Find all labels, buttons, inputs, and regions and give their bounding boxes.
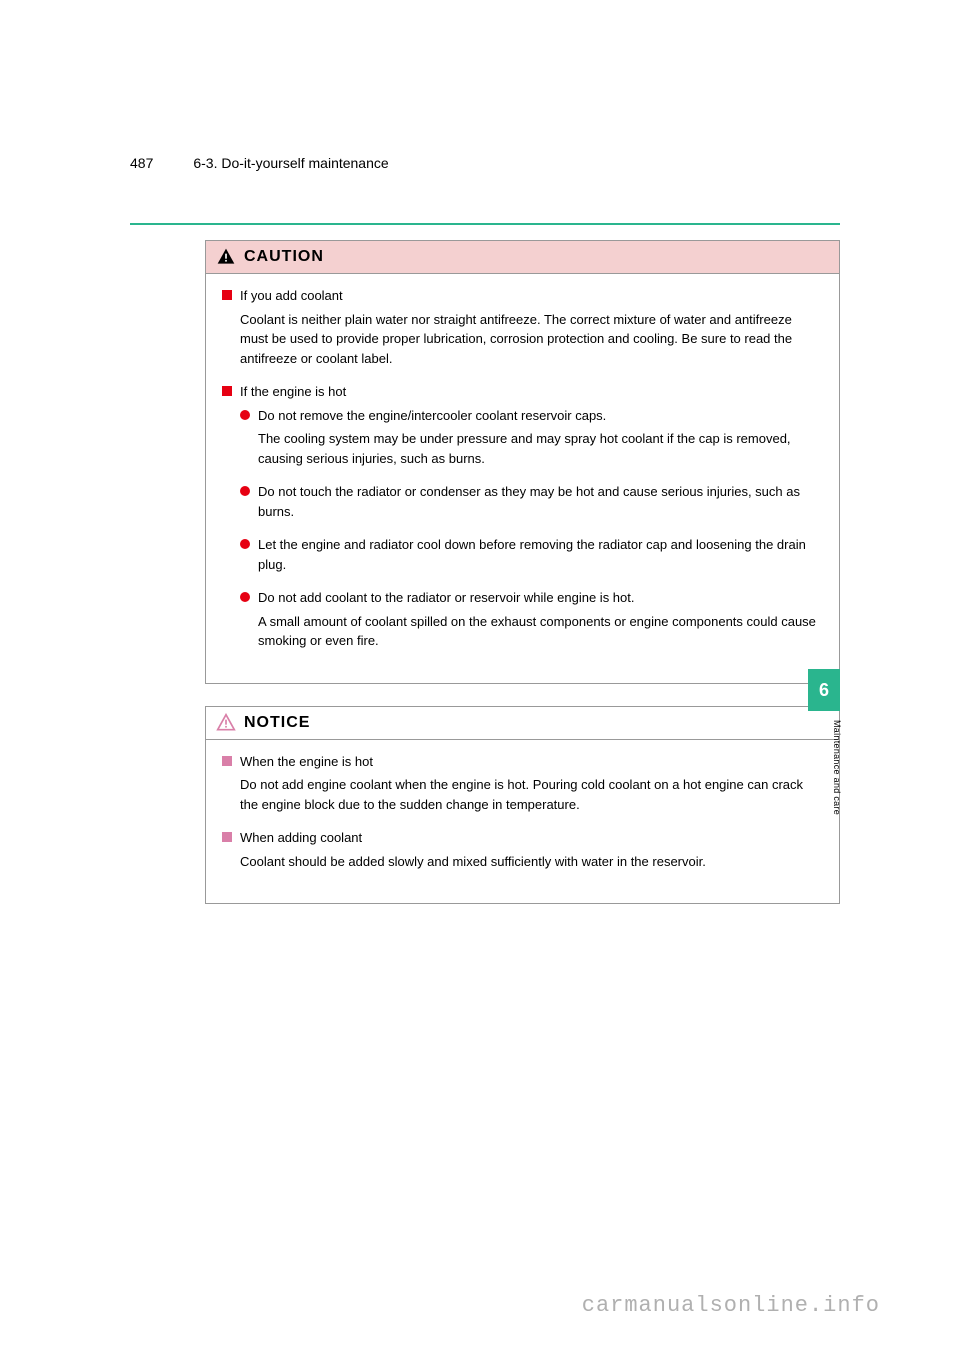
bullet-item-1: Do not remove the engine/intercooler coo…	[240, 406, 823, 426]
notice-box: NOTICE When the engine is hot Do not add…	[205, 706, 840, 905]
caution-box: CAUTION If you add coolant Coolant is ne…	[205, 240, 840, 684]
caution-section-1: If you add coolant	[222, 286, 823, 306]
notice-header: NOTICE	[206, 707, 839, 740]
caution-body: If you add coolant Coolant is neither pl…	[206, 274, 839, 683]
pink-square-marker	[222, 756, 232, 766]
caution-section-2: If the engine is hot	[222, 382, 823, 402]
red-circle-marker	[240, 539, 250, 549]
bullet-4-subtext: A small amount of coolant spilled on the…	[258, 612, 823, 651]
chapter-tab: 6	[808, 669, 840, 711]
warning-triangle-icon	[216, 247, 236, 267]
caution-header: CAUTION	[206, 241, 839, 274]
header-divider	[130, 223, 840, 225]
notice-section-1-title: When the engine is hot	[240, 752, 373, 772]
chapter-label: Maintenance and care	[832, 720, 842, 815]
red-circle-marker	[240, 592, 250, 602]
bullet-item-2: Do not touch the radiator or condenser a…	[240, 482, 823, 521]
caution-section-1-title: If you add coolant	[240, 286, 343, 306]
red-square-marker	[222, 386, 232, 396]
bullet-1-text: Do not remove the engine/intercooler coo…	[258, 406, 606, 426]
bullet-4-text: Do not add coolant to the radiator or re…	[258, 588, 635, 608]
section-title: 6-3. Do-it-yourself maintenance	[193, 155, 388, 171]
chapter-number: 6	[819, 680, 829, 701]
bullet-3-text: Let the engine and radiator cool down be…	[258, 535, 823, 574]
notice-label: NOTICE	[244, 714, 310, 732]
notice-section-1: When the engine is hot	[222, 752, 823, 772]
page-header: 487 6-3. Do-it-yourself maintenance	[130, 155, 840, 171]
bullet-2-text: Do not touch the radiator or condenser a…	[258, 482, 823, 521]
red-circle-marker	[240, 486, 250, 496]
watermark: carmanualsonline.info	[582, 1293, 880, 1318]
notice-triangle-icon	[216, 713, 236, 733]
notice-section-2: When adding coolant	[222, 828, 823, 848]
red-square-marker	[222, 290, 232, 300]
page-number: 487	[130, 155, 153, 171]
notice-section-2-title: When adding coolant	[240, 828, 362, 848]
bullet-item-3: Let the engine and radiator cool down be…	[240, 535, 823, 574]
pink-square-marker	[222, 832, 232, 842]
caution-section-1-text: Coolant is neither plain water nor strai…	[240, 310, 823, 369]
bullet-1-subtext: The cooling system may be under pressure…	[258, 429, 823, 468]
bullet-item-4: Do not add coolant to the radiator or re…	[240, 588, 823, 608]
notice-section-2-text: Coolant should be added slowly and mixed…	[240, 852, 823, 872]
notice-section-1-text: Do not add engine coolant when the engin…	[240, 775, 823, 814]
red-circle-marker	[240, 410, 250, 420]
notice-body: When the engine is hot Do not add engine…	[206, 740, 839, 904]
caution-label: CAUTION	[244, 248, 324, 266]
caution-section-2-title: If the engine is hot	[240, 382, 346, 402]
